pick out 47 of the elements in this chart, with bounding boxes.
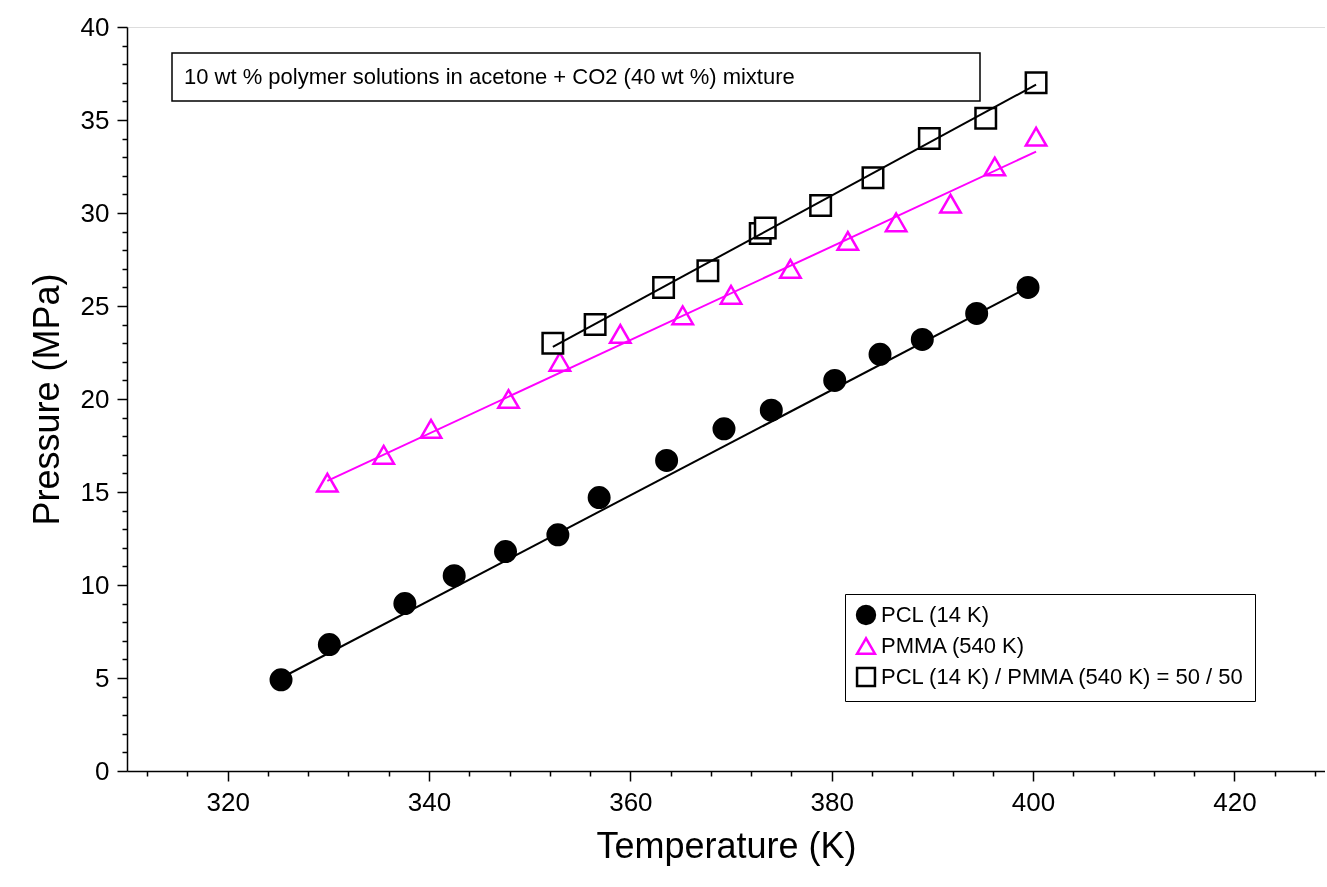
point xyxy=(587,486,611,510)
y-tick-label: 20 xyxy=(80,383,110,414)
point xyxy=(974,106,998,130)
y-tick-label: 5 xyxy=(95,662,110,693)
point xyxy=(393,592,417,616)
x-tick-label: 360 xyxy=(609,786,653,817)
y-tick-label: 10 xyxy=(80,569,110,600)
point xyxy=(442,564,466,588)
y-axis-title: Pressure (MPa) xyxy=(25,273,67,526)
point xyxy=(494,540,518,563)
legend-label: PCL (14 K) / PMMA (540 K) = 50 / 50 xyxy=(881,664,1243,689)
point xyxy=(546,523,570,547)
x-tick-label: 320 xyxy=(206,786,250,817)
point xyxy=(1016,275,1040,299)
legend-label: PCL (14 K) xyxy=(881,602,990,627)
point xyxy=(696,259,720,283)
point xyxy=(655,448,679,472)
point xyxy=(269,668,293,692)
y-tick-label: 15 xyxy=(80,476,110,507)
point xyxy=(823,368,847,392)
x-tick-label: 340 xyxy=(407,786,452,817)
annotation: 10 wt % polymer solutions in acetone + CO2 (40 wt %) mixture xyxy=(184,64,795,89)
x-tick-label: 420 xyxy=(1213,786,1257,817)
point xyxy=(712,417,736,441)
x-tick-label: 400 xyxy=(1011,786,1056,817)
point xyxy=(497,388,521,410)
point xyxy=(884,212,908,233)
y-tick-label: 35 xyxy=(80,104,110,135)
point xyxy=(317,633,341,656)
point xyxy=(1024,71,1048,95)
point xyxy=(759,398,783,422)
point xyxy=(608,323,632,345)
point xyxy=(541,331,565,355)
point xyxy=(315,472,339,493)
y-tick-label: 40 xyxy=(80,11,110,42)
legend-label: PMMA (540 K) xyxy=(881,633,1025,658)
point xyxy=(910,328,934,351)
y-tick-label: 0 xyxy=(95,755,110,786)
point xyxy=(939,193,962,214)
point xyxy=(778,258,802,279)
point xyxy=(868,342,892,366)
x-tick-label: 380 xyxy=(810,786,854,817)
y-tick-label: 30 xyxy=(80,197,110,228)
point xyxy=(965,301,989,325)
point xyxy=(1024,126,1048,147)
y-tick-label: 25 xyxy=(80,290,110,321)
x-axis-title: Temperature (K) xyxy=(596,824,857,866)
